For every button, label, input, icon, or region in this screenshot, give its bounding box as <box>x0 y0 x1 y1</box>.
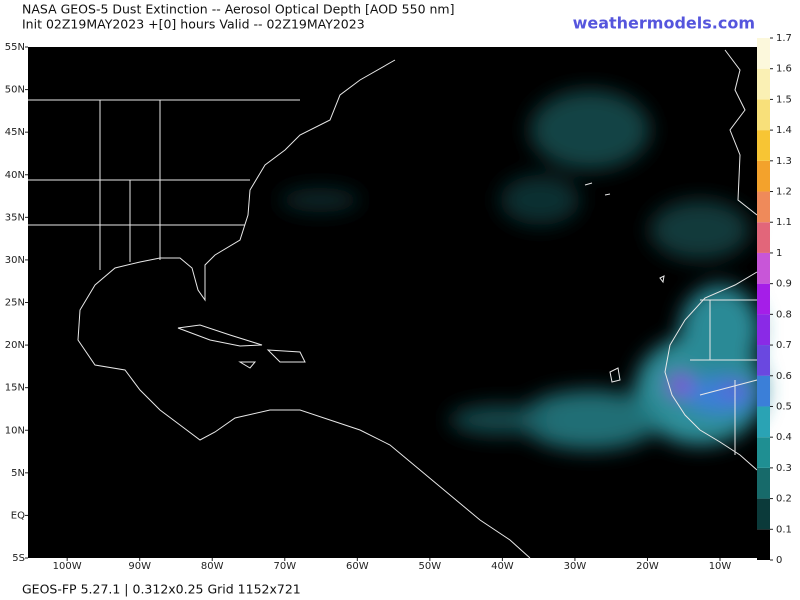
longitude-label: 20W <box>636 561 659 572</box>
colorbar-segment <box>757 252 770 284</box>
coastlines <box>28 49 758 559</box>
colorbar-label: 0.6 <box>776 371 792 382</box>
colorbar-label: 0.8 <box>776 309 792 320</box>
latitude-label: 15N <box>5 383 25 394</box>
colorbar-segment <box>757 222 770 253</box>
colorbar-label: 1.2 <box>776 187 792 198</box>
latitude-label: EQ <box>11 510 25 521</box>
latitude-label: 40N <box>5 170 25 181</box>
colorbar-segment <box>757 467 770 499</box>
latitude-label: 30N <box>5 255 25 266</box>
colorbar: 0 0.1 0.2 0.3 0.4 0.5 0.6 0.7 0.8 0.9 1 1.1 1.2 1.3 1.… <box>757 33 792 566</box>
colorbar-label: 0.5 <box>776 401 792 412</box>
colorbar-label: 0.9 <box>776 279 792 290</box>
longitude-label: 90W <box>128 561 151 572</box>
latitude-label: 20N <box>5 340 25 351</box>
colorbar-segment <box>757 498 770 530</box>
latitude-label: 45N <box>5 127 25 138</box>
latitude-label: 55N <box>5 42 25 53</box>
colorbar-label: 1.5 <box>776 94 792 105</box>
colorbar-segment <box>757 191 770 223</box>
longitude-label: 30W <box>564 561 587 572</box>
latitude-label: 10N <box>5 425 25 436</box>
colorbar-segment <box>757 283 770 315</box>
longitude-label: 100W <box>53 561 82 572</box>
title: NASA GEOS-5 Dust Extinction -- Aerosol O… <box>22 2 454 17</box>
colorbar-label: 0.7 <box>776 340 792 351</box>
colorbar-segment <box>757 375 770 407</box>
colorbar-label: 0.2 <box>776 494 792 505</box>
colorbar-segment <box>757 99 770 131</box>
colorbar-segment <box>757 437 770 468</box>
colorbar-segment <box>757 130 770 161</box>
colorbar-label: 1.1 <box>776 217 792 228</box>
colorbar-segment <box>757 160 770 192</box>
colorbar-segment <box>757 406 770 438</box>
latitude-label: 50N <box>5 85 25 96</box>
longitude-label: 40W <box>491 561 514 572</box>
colorbar-label: 0 <box>776 555 782 566</box>
colorbar-label: 1.7 <box>776 33 792 44</box>
colorbar-segment <box>757 38 770 69</box>
longitude-label: 50W <box>419 561 442 572</box>
longitude-label: 10W <box>709 561 732 572</box>
colorbar-segment <box>757 314 770 346</box>
latitude-label: 5S <box>12 553 25 564</box>
colorbar-label: 1.3 <box>776 156 792 167</box>
longitude-label: 60W <box>346 561 369 572</box>
longitude-label: 70W <box>273 561 296 572</box>
colorbar-segment <box>757 68 770 100</box>
footer: GEOS-FP 5.27.1 | 0.312x0.25 Grid 1152x72… <box>22 582 301 597</box>
colorbar-label: 0.1 <box>776 524 792 535</box>
colorbar-segment <box>757 345 770 376</box>
colorbar-label: 1 <box>776 248 782 259</box>
map <box>28 47 765 559</box>
colorbar-label: 0.4 <box>776 432 792 443</box>
latitude-label: 25N <box>5 298 25 309</box>
site-name[interactable]: weathermodels.com <box>573 14 755 33</box>
subtitle: Init 02Z19MAY2023 +[0] hours Valid -- 02… <box>22 17 365 32</box>
colorbar-label: 1.6 <box>776 64 792 75</box>
longitude-label: 80W <box>201 561 224 572</box>
colorbar-label: 1.4 <box>776 125 792 136</box>
latitude-label: 5N <box>11 468 25 479</box>
colorbar-label: 0.3 <box>776 463 792 474</box>
colorbar-segment <box>757 529 770 560</box>
latitude-label: 35N <box>5 212 25 223</box>
dust-plume <box>280 90 765 450</box>
